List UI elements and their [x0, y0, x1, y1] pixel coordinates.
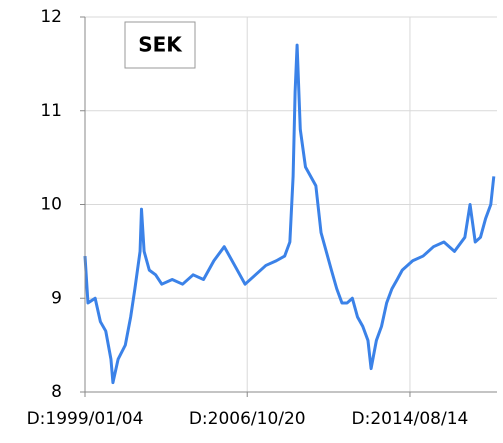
y-tick-label: 12	[40, 7, 62, 27]
title-box	[124, 21, 196, 69]
y-tick-label: 9	[51, 288, 62, 308]
chart-title: SEK	[138, 33, 183, 57]
y-tick-label: 10	[40, 195, 62, 215]
series-line	[83, 43, 496, 385]
x-tick-label: D:1999/01/04	[27, 409, 144, 429]
y-tick-label: 8	[51, 382, 62, 402]
x-tick-label: D:2014/08/14	[352, 409, 469, 429]
x-tick-label: D:2006/10/20	[189, 409, 306, 429]
y-tick-label: 11	[40, 101, 62, 121]
